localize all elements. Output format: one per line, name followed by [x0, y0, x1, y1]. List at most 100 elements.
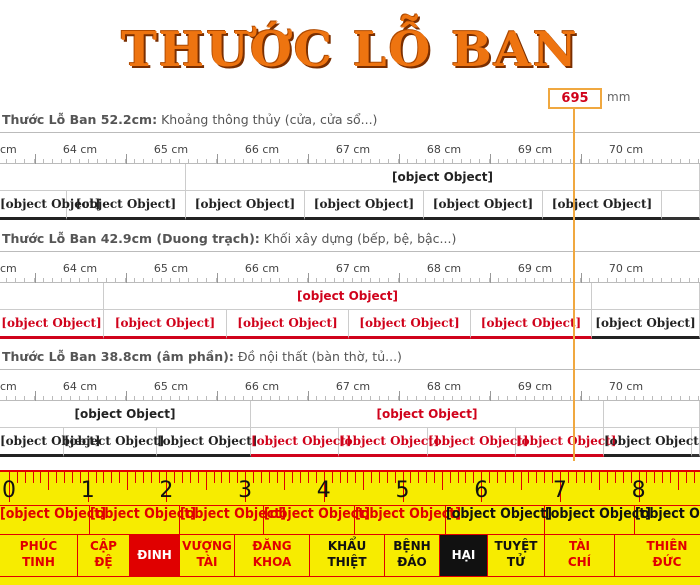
mm-tick	[561, 159, 563, 164]
tape-tick	[662, 472, 664, 483]
tape-tick	[599, 472, 601, 490]
tape-cell: PHÚC TINH	[0, 535, 78, 577]
mm-tick	[51, 278, 53, 283]
scale-label: 69 cm	[517, 143, 553, 156]
tape-tick	[119, 472, 121, 483]
tape-tick	[559, 472, 561, 502]
cell: [object Object]	[604, 428, 700, 457]
mm-tick	[288, 159, 290, 164]
cell: [object Object]	[0, 428, 100, 457]
tape-cell: VƯỢNG TÀI	[180, 535, 235, 577]
input-box[interactable]: 695	[548, 88, 602, 109]
tape-tick	[402, 472, 404, 502]
tape-number: 0	[2, 478, 16, 503]
cm-tick	[308, 154, 309, 164]
mm-tick	[524, 159, 526, 164]
cell: [object Object]	[227, 310, 349, 339]
mm-tick	[579, 159, 581, 164]
cm-tick	[217, 391, 218, 401]
tape-tick	[237, 472, 239, 483]
mm-tick	[397, 159, 399, 164]
mm-tick	[479, 396, 481, 401]
tape-cell: CẬP ĐỆ	[78, 535, 130, 577]
tape-text: CHÍ	[567, 555, 592, 569]
cell: [object Object]	[339, 428, 439, 457]
tape-tick	[205, 472, 207, 490]
tape-tick	[630, 472, 632, 483]
tape-tick	[245, 472, 247, 502]
tape-tick	[174, 472, 176, 483]
tape-tick	[323, 472, 325, 502]
scale-row	[0, 132, 700, 164]
mm-tick	[60, 396, 62, 401]
mm-tick	[151, 278, 153, 283]
mm-tick	[634, 278, 636, 283]
mm-tick	[215, 396, 217, 401]
mm-tick	[634, 396, 636, 401]
tape-number: 8	[631, 478, 646, 503]
tape-tick	[481, 472, 483, 502]
mm-tick	[443, 159, 444, 164]
scale-label: 70 cm	[608, 262, 644, 275]
mm-tick	[625, 278, 626, 283]
scale-label: 66 cm	[244, 143, 280, 156]
tape	[0, 470, 700, 585]
mm-tick	[606, 159, 608, 164]
mm-tick	[625, 396, 626, 401]
mm-tick	[15, 159, 17, 164]
scale-row	[0, 369, 700, 401]
mm-tick	[133, 396, 135, 401]
mm-tick	[570, 278, 572, 283]
mm-tick	[188, 278, 190, 283]
mm-tick	[279, 396, 281, 401]
tape-tick	[693, 472, 695, 483]
ruler-label: Thước Lỗ Ban 42.9cm (Duong trạch): Khối x…	[2, 231, 456, 246]
tape-tick	[71, 472, 73, 483]
mm-tick	[524, 396, 526, 401]
cm-tick	[35, 391, 36, 401]
mm-tick	[224, 159, 226, 164]
mm-tick	[297, 159, 299, 164]
mm-tick	[170, 159, 171, 164]
tape-tick	[40, 472, 42, 483]
mm-tick	[315, 159, 317, 164]
tape-tick	[418, 472, 420, 483]
tape-text: TỬ	[506, 555, 526, 569]
mm-tick	[324, 159, 326, 164]
mm-tick	[97, 396, 99, 401]
tape-tick	[64, 472, 66, 483]
mm-tick	[615, 278, 617, 283]
mm-tick	[515, 278, 517, 283]
tape-text: TINH	[22, 555, 55, 569]
mm-tick	[643, 278, 645, 283]
tape-tick	[591, 472, 593, 483]
mm-tick	[342, 396, 344, 401]
mm-tick	[306, 159, 308, 164]
mm-tick	[361, 278, 363, 283]
mm-tick	[534, 278, 535, 283]
mm-tick	[515, 396, 517, 401]
mm-tick	[33, 159, 35, 164]
ruler-desc: Khoảng thông thủy (cửa, cửa sổ...)	[161, 112, 378, 127]
mm-tick	[379, 278, 381, 283]
mm-tick	[315, 396, 317, 401]
mm-tick	[597, 278, 599, 283]
tape-tick	[87, 472, 89, 502]
tape-tick	[654, 472, 656, 483]
mm-tick	[79, 159, 80, 164]
cell: [object Object]	[592, 310, 700, 339]
ruler-name: Thước Lỗ Ban 52.2cm:	[2, 112, 158, 127]
mm-tick	[424, 396, 426, 401]
mm-tick	[697, 396, 699, 401]
cm-tick	[490, 391, 491, 401]
mm-tick	[579, 278, 581, 283]
mm-tick	[388, 159, 390, 164]
mm-tick	[661, 396, 663, 401]
mm-tick	[379, 159, 381, 164]
tape-tick	[134, 472, 136, 483]
mm-tick	[69, 396, 71, 401]
cell: [object Object]	[64, 428, 164, 457]
mm-tick	[470, 396, 472, 401]
mm-tick	[279, 278, 281, 283]
